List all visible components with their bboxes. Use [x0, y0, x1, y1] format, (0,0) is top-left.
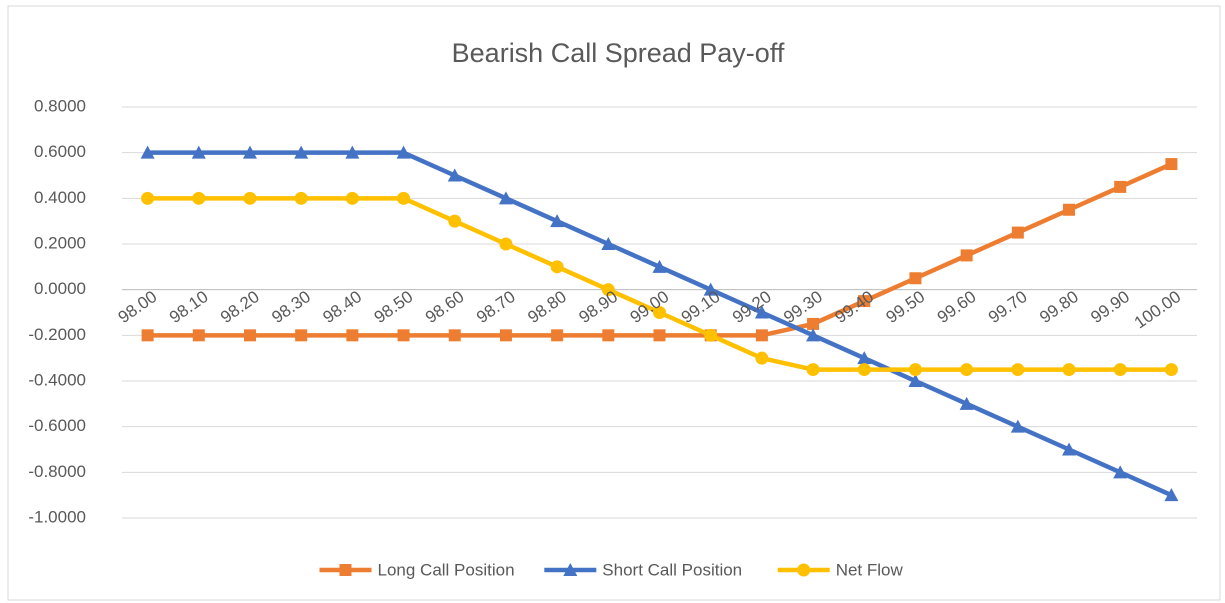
marker — [499, 237, 513, 251]
marker — [908, 374, 923, 387]
marker — [345, 145, 360, 159]
marker — [653, 329, 666, 342]
y-tick-label: 0.0000 — [34, 279, 86, 298]
marker — [140, 145, 155, 159]
marker — [960, 249, 973, 262]
marker — [191, 145, 206, 159]
marker — [1164, 488, 1179, 502]
marker — [242, 145, 257, 159]
marker — [346, 329, 359, 342]
marker — [806, 328, 821, 342]
marker — [909, 272, 922, 285]
marker — [447, 168, 462, 182]
legend-item: Net Flow — [777, 560, 904, 579]
chart-border — [7, 5, 1221, 601]
marker — [396, 145, 411, 159]
marker — [1011, 363, 1025, 377]
marker — [601, 237, 616, 250]
legend-marker — [563, 563, 578, 576]
legend-label: Long Call Position — [378, 560, 515, 579]
y-tick-label: 0.8000 — [34, 96, 86, 115]
y-tick-label: -0.2000 — [28, 325, 86, 344]
y-tick-label: -0.8000 — [28, 462, 86, 481]
marker — [704, 328, 718, 342]
marker — [806, 363, 820, 377]
marker — [1062, 442, 1077, 456]
marker — [652, 259, 667, 273]
legend-marker — [339, 564, 352, 576]
marker — [550, 260, 564, 274]
y-tick-label: -1.0000 — [28, 507, 86, 526]
marker — [551, 329, 564, 342]
marker — [243, 191, 257, 205]
marker — [857, 363, 871, 377]
marker — [141, 329, 154, 342]
marker — [550, 214, 565, 228]
marker — [754, 305, 769, 319]
y-tick-label: -0.4000 — [28, 370, 86, 389]
legend-item: Long Call Position — [319, 560, 515, 579]
marker — [141, 191, 155, 205]
marker — [908, 363, 922, 377]
marker — [1113, 465, 1128, 479]
marker — [858, 295, 871, 308]
marker — [295, 329, 308, 342]
marker — [602, 329, 615, 342]
marker — [960, 363, 974, 377]
legend-label: Short Call Position — [602, 560, 742, 579]
legend-label: Net Flow — [836, 560, 904, 579]
marker — [397, 329, 410, 342]
chart-title: Bearish Call Spread Pay-off — [452, 38, 785, 68]
marker — [807, 317, 820, 330]
marker — [498, 191, 513, 205]
marker — [243, 329, 256, 342]
marker — [601, 283, 615, 297]
marker — [1011, 226, 1024, 239]
marker — [755, 329, 768, 342]
legend-item: Short Call Position — [544, 560, 742, 579]
y-tick-label: 0.6000 — [34, 142, 86, 161]
marker — [703, 282, 718, 296]
legend-marker — [797, 563, 811, 577]
marker — [755, 351, 769, 365]
marker — [1062, 363, 1076, 377]
marker — [192, 191, 206, 205]
marker — [1164, 363, 1178, 377]
marker — [1114, 180, 1127, 193]
marker — [448, 329, 461, 342]
marker — [397, 191, 411, 205]
marker — [345, 191, 359, 205]
y-tick-label: 0.2000 — [34, 233, 86, 252]
marker — [294, 191, 308, 205]
marker — [1063, 203, 1076, 216]
marker — [959, 396, 974, 410]
marker — [1113, 363, 1127, 377]
y-tick-label: 0.4000 — [34, 188, 86, 207]
marker — [192, 329, 205, 342]
marker — [857, 351, 872, 365]
marker — [294, 145, 309, 159]
marker — [1010, 419, 1025, 433]
marker — [499, 329, 512, 342]
marker — [448, 214, 462, 228]
y-tick-label: -0.6000 — [28, 416, 86, 435]
marker — [1165, 158, 1178, 171]
marker — [653, 306, 666, 319]
